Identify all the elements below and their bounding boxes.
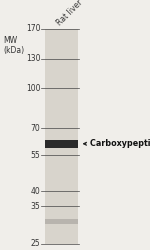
Text: 35: 35 [31,202,40,210]
Text: Carboxypeptidase M: Carboxypeptidase M [90,139,150,148]
Text: 100: 100 [26,84,40,93]
Text: MW
(kDa): MW (kDa) [3,36,24,55]
Bar [45,140,78,148]
Text: 40: 40 [31,186,40,196]
Text: 25: 25 [31,239,40,248]
Text: 170: 170 [26,24,40,33]
Text: Rat liver: Rat liver [55,0,84,28]
Bar [45,29,78,244]
Text: 130: 130 [26,54,40,63]
Text: 55: 55 [31,151,40,160]
Bar [45,218,78,224]
Text: 70: 70 [31,124,40,133]
